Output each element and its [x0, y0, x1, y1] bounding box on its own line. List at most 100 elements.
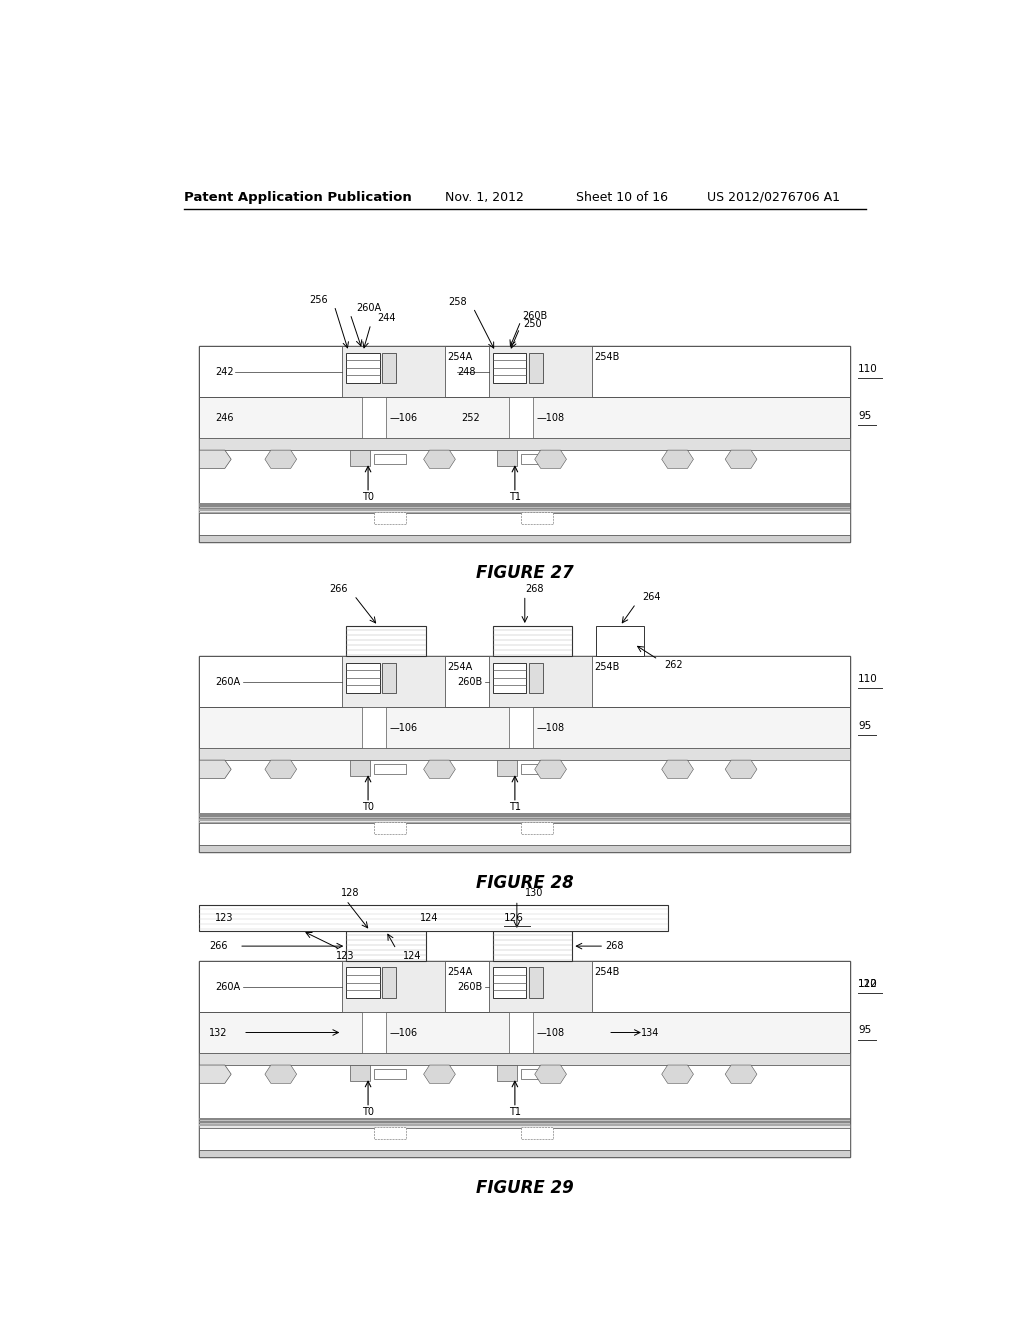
Bar — [200, 824, 850, 846]
Text: 252: 252 — [461, 413, 480, 422]
Text: —106: —106 — [390, 722, 418, 733]
Polygon shape — [725, 1065, 757, 1084]
Text: 128: 128 — [341, 888, 359, 898]
Bar — [200, 346, 850, 541]
Text: 266: 266 — [209, 941, 227, 952]
Text: 260A: 260A — [215, 982, 241, 991]
Bar — [374, 512, 406, 524]
Text: 110: 110 — [858, 364, 878, 375]
Bar — [374, 764, 406, 775]
Bar — [200, 656, 850, 708]
Bar — [200, 346, 850, 397]
Text: 132: 132 — [209, 1027, 227, 1038]
Bar — [489, 656, 592, 708]
Text: 110: 110 — [858, 979, 878, 989]
Text: 123: 123 — [215, 913, 233, 923]
Bar — [382, 968, 396, 998]
Polygon shape — [535, 450, 566, 469]
Bar — [200, 846, 850, 851]
Text: 260B: 260B — [458, 677, 482, 686]
Polygon shape — [535, 760, 566, 779]
Text: 123: 123 — [336, 952, 354, 961]
Text: 110: 110 — [858, 675, 878, 684]
Text: 258: 258 — [449, 297, 467, 306]
Text: —108: —108 — [537, 1027, 565, 1038]
Text: 248: 248 — [458, 367, 476, 376]
Text: —108: —108 — [537, 413, 565, 422]
Bar — [362, 708, 386, 748]
Polygon shape — [200, 450, 231, 469]
Polygon shape — [200, 1065, 231, 1084]
Bar — [350, 450, 370, 466]
Bar — [856, 969, 892, 999]
Text: 254A: 254A — [447, 966, 472, 977]
Text: —106: —106 — [390, 1027, 418, 1038]
Bar — [346, 968, 380, 998]
Bar — [497, 450, 517, 466]
Bar — [521, 1069, 553, 1080]
Bar — [362, 397, 386, 438]
Bar — [362, 1012, 386, 1053]
Bar — [200, 1129, 850, 1151]
Text: T1: T1 — [509, 1106, 521, 1117]
Bar — [374, 454, 406, 465]
Text: 260B: 260B — [458, 982, 482, 991]
Polygon shape — [662, 760, 693, 779]
Bar — [382, 352, 396, 383]
Bar — [200, 450, 850, 503]
Polygon shape — [424, 760, 456, 779]
Bar — [509, 397, 532, 438]
Polygon shape — [725, 760, 757, 779]
Text: 126: 126 — [504, 913, 524, 923]
Bar — [489, 961, 592, 1012]
Bar — [350, 760, 370, 776]
Bar — [374, 1069, 406, 1080]
Bar — [200, 748, 850, 760]
Bar — [200, 1053, 850, 1065]
Text: T1: T1 — [509, 492, 521, 502]
Polygon shape — [265, 1065, 297, 1084]
Bar — [346, 626, 426, 656]
Bar — [350, 1065, 370, 1081]
Bar — [494, 352, 526, 383]
Bar — [200, 961, 850, 1156]
Bar — [200, 397, 850, 438]
Text: FIGURE 28: FIGURE 28 — [476, 874, 573, 892]
Text: 268: 268 — [605, 941, 624, 952]
Text: —106: —106 — [390, 413, 418, 422]
Text: 268: 268 — [524, 585, 544, 594]
Text: 260B: 260B — [522, 312, 548, 321]
Text: 130: 130 — [524, 888, 543, 898]
Text: 95: 95 — [858, 721, 871, 730]
Bar — [342, 961, 445, 1012]
Text: 260A: 260A — [356, 302, 382, 313]
Bar — [200, 438, 850, 450]
Bar — [342, 346, 445, 397]
Bar — [200, 503, 850, 510]
Bar — [200, 1118, 850, 1125]
Text: 256: 256 — [309, 294, 328, 305]
Text: 260A: 260A — [215, 677, 241, 686]
Bar — [200, 656, 850, 851]
Text: 254B: 254B — [594, 661, 620, 672]
Bar — [200, 536, 850, 541]
Bar — [374, 1127, 406, 1139]
Text: T0: T0 — [362, 492, 374, 502]
Polygon shape — [265, 450, 297, 469]
Bar — [494, 626, 572, 656]
Bar — [374, 822, 406, 834]
Bar — [200, 906, 668, 931]
Bar — [528, 968, 543, 998]
Text: 242: 242 — [215, 367, 233, 376]
Polygon shape — [662, 450, 693, 469]
Bar — [200, 760, 850, 813]
Bar — [528, 663, 543, 693]
Bar — [497, 760, 517, 776]
Text: 254A: 254A — [447, 661, 472, 672]
Bar — [346, 352, 380, 383]
Bar — [200, 818, 850, 824]
Text: Sheet 10 of 16: Sheet 10 of 16 — [577, 190, 669, 203]
Bar — [521, 1127, 553, 1139]
Bar — [494, 931, 572, 961]
Text: 246: 246 — [215, 413, 233, 422]
